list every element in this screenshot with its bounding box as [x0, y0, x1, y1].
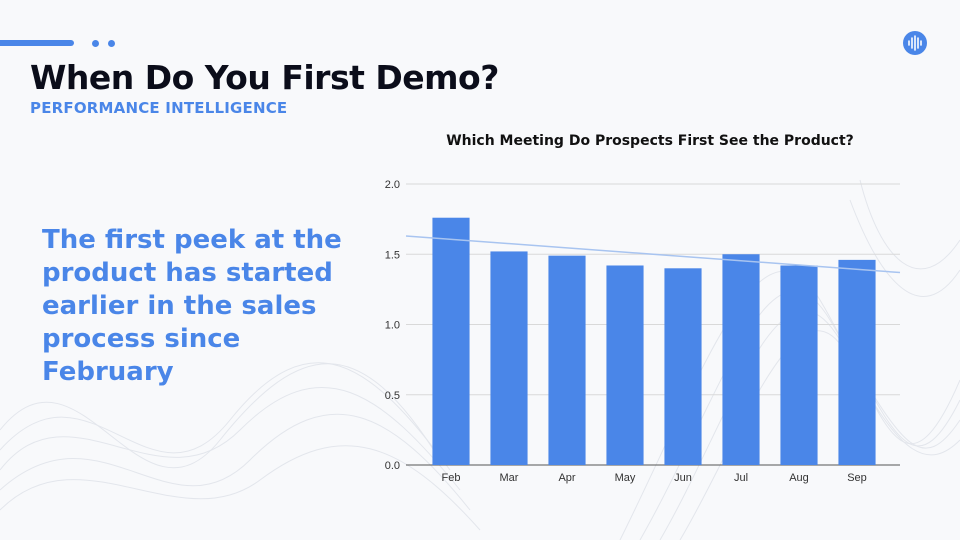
bar: [722, 254, 760, 465]
bar: [838, 259, 876, 465]
x-tick-label: Mar: [500, 472, 519, 484]
y-tick-label: 2.0: [385, 179, 400, 191]
accent-dot: [92, 40, 99, 47]
x-tick-label: Feb: [442, 472, 461, 484]
headline-text: The first peek at the product has starte…: [42, 225, 342, 387]
bar: [606, 265, 644, 465]
y-tick-label: 0.5: [385, 390, 400, 402]
x-tick-label: Apr: [558, 472, 575, 484]
accent-bar: [0, 40, 74, 46]
x-tick-label: Jul: [734, 472, 748, 484]
chart-title: Which Meeting Do Prospects First See the…: [446, 133, 854, 149]
x-tick-label: Jun: [674, 472, 692, 484]
x-tick-label: Sep: [847, 472, 867, 484]
x-tick-label: May: [615, 472, 636, 484]
soundwave-icon: [903, 31, 927, 55]
bar: [490, 251, 528, 465]
page-title: When Do You First Demo?: [30, 58, 499, 97]
trendline: [405, 235, 901, 274]
bar: [664, 268, 702, 465]
y-tick-label: 0.0: [385, 460, 400, 472]
page-subtitle: PERFORMANCE INTELLIGENCE: [30, 99, 288, 117]
bar: [432, 217, 470, 465]
bar: [780, 265, 818, 465]
y-tick-label: 1.5: [385, 249, 400, 261]
y-tick-label: 1.0: [385, 320, 400, 332]
x-tick-label: Aug: [789, 472, 809, 484]
bar: [548, 255, 586, 465]
bar-chart: 0.0 0.5 1.0 1.5 2.0 Feb Mar Apr May Jun Jul Aug Sep: [385, 179, 901, 484]
accent-dot: [108, 40, 115, 47]
